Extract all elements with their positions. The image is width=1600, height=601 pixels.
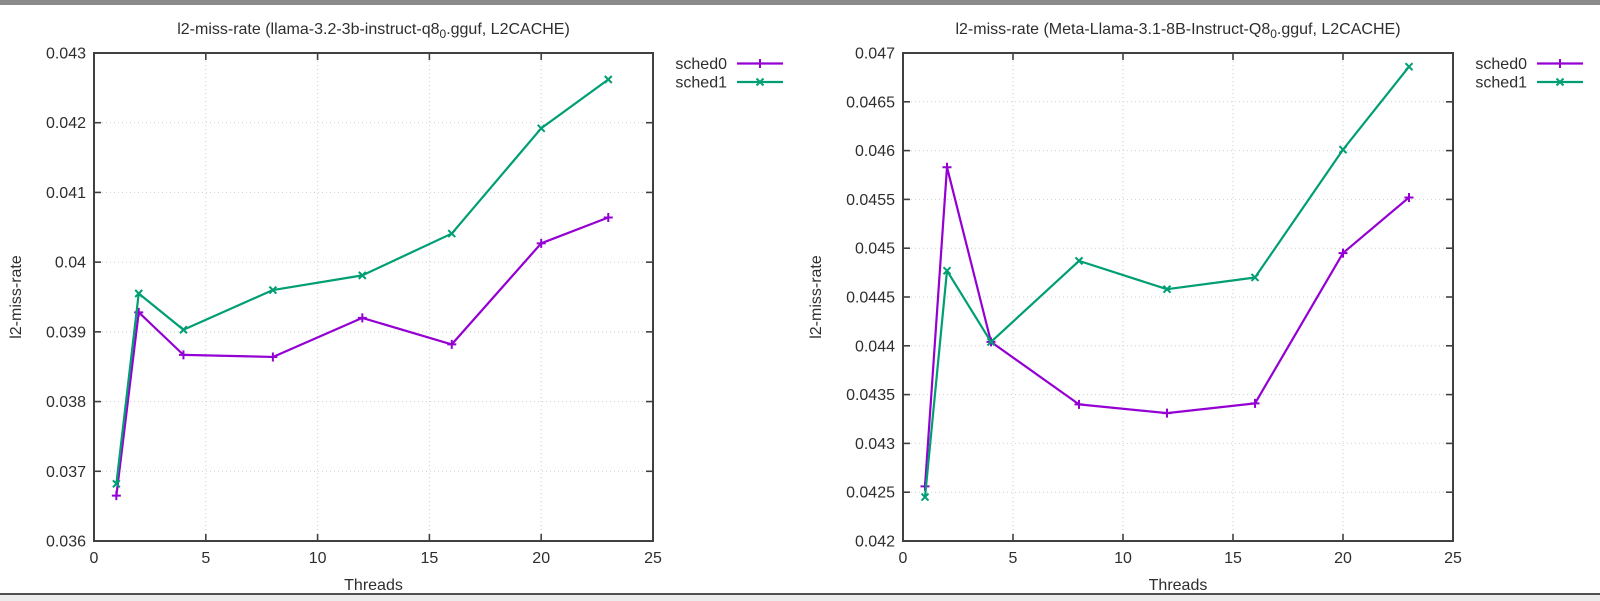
series-marker-sched1: [986, 337, 996, 347]
series-marker-sched1: [268, 285, 278, 295]
chart-llama-3-2-3b: 0.036 0.037 0.038 0.039 0.04 0.041 0.042 0.043 0…: [0, 5, 800, 594]
legend-label-sched0: sched0: [675, 56, 727, 73]
series-marker-sched1: [1250, 273, 1260, 282]
plot-border: [902, 52, 1454, 542]
x-tick-label: 25: [644, 550, 662, 567]
legend-marker-sched1: [755, 77, 765, 87]
series-marker-sched0: [942, 162, 952, 172]
window-bottom-edge: [0, 593, 1600, 595]
series-marker-sched0: [1250, 398, 1260, 408]
y-tick-label: 0.045: [855, 241, 895, 258]
y-tick-label: 0.042: [46, 115, 86, 132]
series-marker-sched1: [112, 479, 121, 489]
legend-marker-sched0: [755, 59, 765, 68]
series-marker-sched1: [358, 271, 367, 280]
y-tick-label: 0.043: [855, 436, 895, 453]
y-tick-label: 0.041: [46, 185, 86, 202]
series-marker-sched1: [134, 289, 143, 298]
y-tick-label: 0.0465: [846, 94, 895, 111]
legend-label-sched1: sched1: [675, 75, 727, 92]
charts-row: 0.036 0.037 0.038 0.039 0.04 0.041 0.042 0.043 0…: [0, 5, 1600, 594]
series-marker-sched0: [1074, 399, 1084, 409]
chart-canvas: 0.042 0.0425 0.043 0.0435 0.044 0.0445 0.045 0.…: [808, 21, 1583, 594]
legend-marker-sched1: [1555, 77, 1565, 87]
legend-label-sched0: sched0: [1475, 56, 1527, 73]
y-tick-label: 0.0445: [846, 290, 895, 307]
series-marker-sched1: [1162, 284, 1172, 294]
series-marker-sched1: [920, 492, 930, 502]
plot-border: [93, 52, 654, 542]
y-tick-label: 0.046: [855, 143, 895, 160]
series-marker-sched0: [536, 238, 546, 248]
series-marker-sched0: [111, 491, 121, 501]
x-tick-label: 5: [201, 550, 210, 567]
y-tick-label: 0.037: [46, 464, 86, 481]
legend-label-sched1: sched1: [1475, 75, 1527, 92]
series-marker-sched0: [178, 350, 188, 360]
x-tick-label: 15: [1224, 550, 1242, 567]
y-tick-label: 0.036: [46, 534, 86, 551]
series-line-sched1: [923, 65, 1410, 498]
x-tick-label: 5: [1009, 550, 1018, 567]
series-marker-sched0: [1404, 192, 1414, 202]
y-tick-label: 0.038: [46, 394, 86, 411]
series-marker-sched0: [603, 213, 613, 223]
x-tick-label: 0: [90, 550, 99, 567]
x-tick-label: 10: [1114, 550, 1132, 567]
x-tick-label: 20: [1334, 550, 1352, 567]
window-top-edge: [0, 0, 1600, 5]
y-tick-label: 0.047: [855, 46, 895, 63]
series-marker-sched0: [357, 313, 367, 323]
y-axis-label: l2-miss-rate: [808, 255, 825, 339]
x-tick-label: 25: [1444, 550, 1462, 567]
series-marker-sched1: [604, 75, 613, 84]
y-tick-label: 0.044: [855, 338, 895, 355]
series-marker-sched0: [1338, 248, 1348, 258]
x-tick-label: 15: [421, 550, 439, 567]
x-tick-label: 10: [309, 550, 327, 567]
series-line-sched0: [115, 216, 609, 496]
x-axis-label: Threads: [344, 577, 403, 593]
series-marker-sched1: [942, 266, 952, 275]
chart-canvas: 0.036 0.037 0.038 0.039 0.04 0.041 0.042 0.043 0…: [8, 21, 783, 594]
series-marker-sched1: [179, 325, 188, 334]
x-axis-label: Threads: [1149, 577, 1208, 593]
chart-title: l2-miss-rate (Meta-Llama-3.1-8B-Instruct…: [955, 21, 1400, 41]
series-line-sched0: [923, 166, 1410, 487]
series-marker-sched1: [1074, 256, 1084, 266]
chart-title: l2-miss-rate (llama-3.2-3b-instruct-q80.…: [177, 21, 570, 41]
legend-marker-sched0: [1555, 59, 1565, 68]
series-marker-sched1: [1338, 145, 1348, 154]
window-bottom-strip: [0, 595, 1600, 601]
y-axis-label: l2-miss-rate: [8, 255, 25, 339]
y-tick-label: 0.0455: [846, 192, 895, 209]
y-tick-label: 0.039: [46, 324, 86, 341]
x-tick-label: 20: [532, 550, 550, 567]
series-marker-sched0: [1162, 408, 1172, 418]
series-marker-sched1: [536, 124, 546, 133]
y-tick-label: 0.04: [55, 255, 86, 272]
series-marker-sched1: [447, 229, 456, 238]
y-tick-label: 0.042: [855, 534, 895, 551]
series-marker-sched0: [268, 352, 278, 362]
y-tick-label: 0.0435: [846, 387, 895, 404]
y-tick-label: 0.0425: [846, 485, 895, 502]
x-tick-label: 0: [899, 550, 908, 567]
chart-meta-llama-3-1-8b: 0.042 0.0425 0.043 0.0435 0.044 0.0445 0.045 0.…: [800, 5, 1600, 594]
series-marker-sched1: [1404, 62, 1414, 71]
series-line-sched1: [115, 78, 609, 484]
y-tick-label: 0.043: [46, 46, 86, 63]
series-marker-sched0: [447, 339, 457, 349]
